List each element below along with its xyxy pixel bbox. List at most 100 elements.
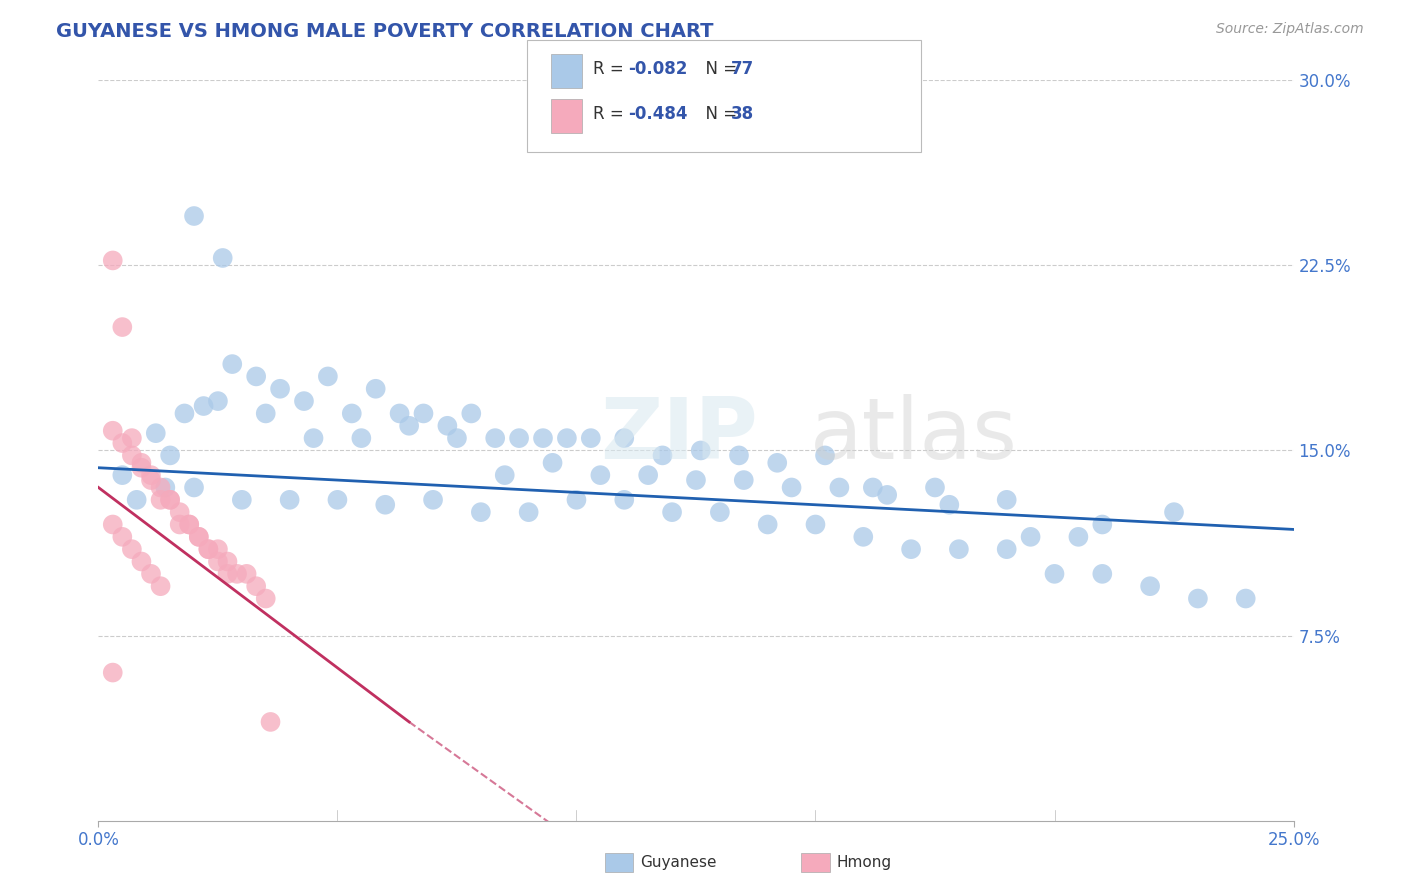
Point [159, 492, 181, 507]
Point [259, 714, 281, 729]
Text: -0.082: -0.082 [628, 60, 688, 78]
Point [183, 209, 205, 223]
Point [207, 394, 229, 409]
Point [1163, 505, 1185, 519]
Point [1187, 591, 1209, 606]
Point [245, 369, 267, 384]
Point [111, 530, 134, 544]
Point [131, 460, 153, 475]
Point [1234, 591, 1257, 606]
Point [460, 407, 482, 421]
Point [149, 492, 172, 507]
Point [245, 579, 267, 593]
Point [235, 566, 257, 581]
Point [756, 517, 779, 532]
Point [254, 407, 277, 421]
Point [131, 456, 153, 470]
Point [995, 542, 1018, 557]
Point [733, 473, 755, 487]
Text: ZIP: ZIP [600, 394, 758, 477]
Point [422, 492, 444, 507]
Point [159, 492, 181, 507]
Point [169, 517, 191, 532]
Point [125, 492, 148, 507]
Point [374, 498, 396, 512]
Point [436, 418, 458, 433]
Point [709, 505, 731, 519]
Point [187, 530, 209, 544]
Point [766, 456, 789, 470]
Point [193, 399, 215, 413]
Text: Guyanese: Guyanese [640, 855, 716, 870]
Point [938, 498, 960, 512]
Point [111, 468, 134, 483]
Point [1067, 530, 1090, 544]
Point [661, 505, 683, 519]
Point [197, 542, 219, 557]
Point [446, 431, 468, 445]
Point [121, 542, 143, 557]
Point [685, 473, 707, 487]
Point [995, 492, 1018, 507]
Point [169, 505, 191, 519]
Point [183, 480, 205, 494]
Text: N =: N = [695, 105, 742, 123]
Point [484, 431, 506, 445]
Point [828, 480, 851, 494]
Text: N =: N = [695, 60, 742, 78]
Point [613, 431, 636, 445]
Point [155, 480, 177, 494]
Point [1139, 579, 1161, 593]
Point [589, 468, 612, 483]
Text: Hmong: Hmong [837, 855, 891, 870]
Point [398, 418, 420, 433]
Point [637, 468, 659, 483]
Point [728, 449, 751, 463]
Point [101, 665, 124, 680]
Point [101, 517, 124, 532]
Text: 77: 77 [731, 60, 755, 78]
Point [145, 426, 167, 441]
Point [139, 468, 162, 483]
Point [292, 394, 315, 409]
Point [101, 253, 124, 268]
Point [852, 530, 875, 544]
Point [1091, 517, 1114, 532]
Point [541, 456, 564, 470]
Point [254, 591, 277, 606]
Text: atlas: atlas [810, 394, 1018, 477]
Point [780, 480, 803, 494]
Point [269, 382, 291, 396]
Point [924, 480, 946, 494]
Point [494, 468, 516, 483]
Point [326, 492, 349, 507]
Point [804, 517, 827, 532]
Point [221, 357, 243, 371]
Point [900, 542, 922, 557]
Point [139, 566, 162, 581]
Point [111, 436, 134, 450]
Point [1091, 566, 1114, 581]
Point [862, 480, 884, 494]
Point [350, 431, 373, 445]
Point [814, 449, 837, 463]
Text: 38: 38 [731, 105, 754, 123]
Point [207, 542, 229, 557]
Point [613, 492, 636, 507]
Point [364, 382, 387, 396]
Point [149, 480, 172, 494]
Point [948, 542, 970, 557]
Point [278, 492, 301, 507]
Point [207, 555, 229, 569]
Point [231, 492, 253, 507]
Point [139, 473, 162, 487]
Point [217, 555, 239, 569]
Point [173, 407, 195, 421]
Point [412, 407, 434, 421]
Point [197, 542, 219, 557]
Point [159, 449, 181, 463]
Point [121, 431, 143, 445]
Point [565, 492, 588, 507]
Point [316, 369, 339, 384]
Point [211, 251, 233, 265]
